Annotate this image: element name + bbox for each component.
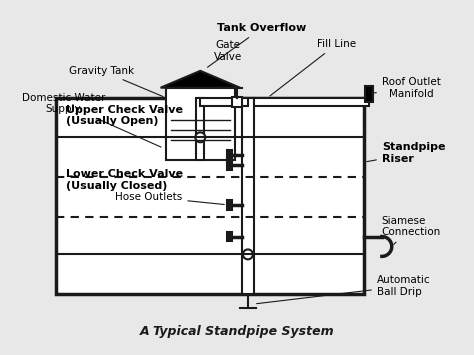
Bar — [254, 98, 369, 105]
Bar — [227, 231, 232, 241]
Bar — [227, 150, 232, 160]
Circle shape — [195, 132, 205, 142]
Text: Tank Overflow: Tank Overflow — [208, 23, 306, 67]
Text: Roof Outlet
Manifold: Roof Outlet Manifold — [372, 77, 441, 98]
Text: Automatic
Ball Drip: Automatic Ball Drip — [256, 275, 430, 304]
Bar — [56, 98, 364, 294]
Bar — [232, 97, 242, 106]
Bar — [227, 160, 232, 170]
Text: Standpipe
Riser: Standpipe Riser — [367, 142, 446, 164]
Text: Lower Check Valve
(Usually Closed): Lower Check Valve (Usually Closed) — [66, 169, 183, 191]
Text: Hose Outlets: Hose Outlets — [115, 192, 224, 204]
Text: Fill Line: Fill Line — [270, 39, 356, 96]
Text: A Typical Standpipe System: A Typical Standpipe System — [140, 325, 334, 338]
Bar — [196, 98, 204, 160]
Bar — [227, 200, 232, 210]
Circle shape — [243, 250, 253, 260]
Bar — [365, 86, 373, 102]
Text: Upper Check Valve
(Usually Open): Upper Check Valve (Usually Open) — [66, 105, 183, 126]
Text: Gravity Tank: Gravity Tank — [69, 66, 163, 97]
Text: Siamese
Connection: Siamese Connection — [382, 216, 441, 245]
Text: Gate
Valve: Gate Valve — [214, 40, 242, 62]
Polygon shape — [161, 71, 240, 88]
Bar — [201, 98, 248, 105]
Bar — [165, 88, 235, 160]
Bar — [242, 98, 254, 294]
Text: Domestic Water
Supply: Domestic Water Supply — [22, 93, 161, 147]
